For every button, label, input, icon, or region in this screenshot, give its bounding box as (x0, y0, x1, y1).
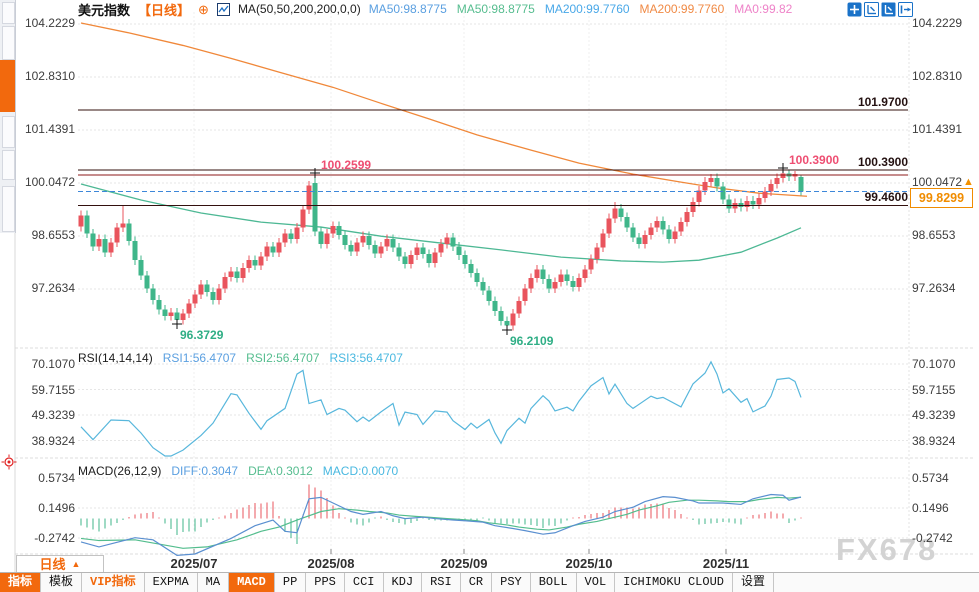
ma-readout: MA200:99.7760 (639, 2, 725, 16)
rsi-readout: RSI1:56.4707 (162, 351, 237, 365)
tab-pps[interactable]: PPS (306, 573, 345, 592)
y-axis-label: 104.2229 (24, 16, 75, 30)
y-axis-label: 102.8310 (912, 69, 963, 83)
period-label: 【日线】 (138, 2, 191, 18)
macd-axis-label: 0.5734 (912, 471, 949, 485)
price-up-arrow-icon: ▲ (963, 176, 974, 189)
tab-psy[interactable]: PSY (492, 573, 531, 592)
x-axis-label: 2025/10 (565, 556, 613, 571)
tab-ichimoku-cloud[interactable]: ICHIMOKU CLOUD (615, 573, 733, 592)
tab-vip指标[interactable]: VIP指标 (82, 573, 145, 592)
ma-settings-label: MA(50,50,200,200,0,0) (237, 2, 361, 16)
axis-zoom-icon[interactable] (864, 2, 879, 17)
tab-指标[interactable]: 指标 (0, 573, 42, 592)
ma-readout: MA0:99.82 (734, 2, 793, 16)
macd-readout: DEA:0.3012 (248, 464, 313, 478)
y-axis-label: 100.0472 (24, 175, 75, 189)
rsi-axis-label: 38.9324 (912, 433, 956, 448)
period-selector-label: 日线 (39, 557, 66, 572)
macd-title: MACD(26,12,9) (78, 464, 162, 478)
indicator-tab-bar: 指标 模板 VIP指标 EXPMA MA MACD PP PPS CCI KDJ RSI CR PSY B… (0, 572, 979, 592)
tab-kdj[interactable]: KDJ (384, 573, 423, 592)
y-axis-label: 104.2229 (912, 16, 963, 30)
macd-readout: DIFF:0.3047 (171, 464, 239, 478)
rsi-axis-label: 59.7155 (31, 382, 75, 397)
macd-axis-label: 0.1496 (38, 501, 75, 515)
x-axis-label: 2025/07 (170, 556, 218, 571)
rsi-axis-label: 59.7155 (912, 382, 956, 397)
chart-header: 美元指数 【日线】 ⊕ MA(50,50,200,200,0,0) MA50:9… (78, 1, 793, 18)
y-axis-label: 101.4391 (24, 122, 75, 136)
x-axis-label: 2025/09 (440, 556, 488, 571)
macd-pane-header: MACD(26,12,9) DIFF:0.3047 DEA:0.3012 MACD:… (78, 464, 398, 478)
y-axis-label: 97.2634 (912, 281, 956, 295)
popout-icon[interactable] (898, 2, 913, 17)
window-controls (847, 2, 913, 17)
rsi-axis-label: 38.9324 (31, 433, 75, 448)
y-axis-label: 98.6553 (912, 228, 956, 242)
rsi-readout: RSI3:56.4707 (329, 351, 403, 365)
tab-ma[interactable]: MA (198, 573, 230, 592)
symbol-title: 美元指数 (78, 2, 131, 18)
tab-模板[interactable]: 模板 (41, 573, 83, 592)
price-level-label: 99.4600 (864, 190, 908, 205)
price-level-label: 100.3900 (857, 154, 908, 169)
crosshair-tool-icon[interactable] (1, 454, 17, 475)
sidebar-active-item[interactable] (0, 60, 15, 112)
macd-axis-label: 0.1496 (912, 501, 949, 515)
ma-readout: MA50:98.8775 (368, 2, 447, 16)
rsi-axis-label: 70.1070 (912, 357, 956, 371)
price-annotation: 96.3729 (180, 327, 224, 342)
period-selector-button[interactable]: 日线 ▲ (16, 555, 104, 574)
rsi-pane-header: RSI(14,14,14) RSI1:56.4707 RSI2:56.4707 RS… (78, 351, 403, 365)
rsi-axis-label: 49.3239 (31, 408, 75, 422)
watermark: FX678 (836, 532, 938, 567)
tab-expma[interactable]: EXPMA (145, 573, 198, 592)
ma-readout: MA50:98.8775 (456, 2, 535, 16)
tab-rsi[interactable]: RSI (422, 573, 461, 592)
rsi-readout: RSI2:56.4707 (246, 351, 320, 365)
pan-icon[interactable] (847, 2, 862, 17)
tab-cci[interactable]: CCI (345, 573, 384, 592)
sidebar-item[interactable] (2, 150, 15, 180)
tab-macd[interactable]: MACD (229, 573, 275, 592)
y-axis-label: 102.8310 (24, 69, 75, 83)
tab-vol[interactable]: VOL (577, 573, 616, 592)
y-axis-label: 101.4391 (912, 122, 963, 136)
tab-cr[interactable]: CR (461, 573, 493, 592)
chevron-up-icon: ▲ (71, 559, 81, 569)
ma-readout: MA200:99.7760 (544, 2, 630, 16)
rsi-title: RSI(14,14,14) (78, 351, 153, 365)
rsi-axis-label: 49.3239 (912, 408, 956, 422)
tab-boll[interactable]: BOLL (531, 573, 577, 592)
x-axis-label: 2025/11 (702, 556, 750, 571)
tab-设置[interactable]: 设置 (733, 573, 774, 592)
y-axis-label: 97.2634 (31, 281, 75, 295)
sidebar-item[interactable] (2, 2, 15, 24)
macd-axis-label: -0.2742 (912, 531, 953, 545)
add-indicator-icon[interactable]: ⊕ (198, 1, 209, 17)
x-axis-label: 2025/08 (307, 556, 355, 571)
tab-pp[interactable]: PP (275, 573, 307, 592)
sidebar-item[interactable] (2, 26, 15, 60)
rsi-axis-label: 70.1070 (31, 357, 75, 371)
price-level-label: 101.9700 (857, 94, 908, 109)
price-annotation: 100.2599 (321, 157, 372, 172)
sidebar-item[interactable] (2, 186, 15, 232)
macd-axis-label: -0.2742 (34, 531, 75, 545)
y-axis-label: 100.0472 (912, 175, 963, 189)
y-axis-label: 98.6553 (31, 228, 75, 242)
current-price-tag: 99.8299 (910, 188, 973, 209)
left-sidebar (0, 0, 16, 233)
macd-readout: MACD:0.0070 (322, 464, 399, 478)
price-annotation: 100.3900 (789, 152, 840, 167)
price-annotation: 96.2109 (510, 334, 554, 349)
macd-axis-label: 0.5734 (38, 471, 75, 485)
sidebar-item[interactable] (2, 116, 15, 148)
axis-scale-icon[interactable] (881, 2, 896, 17)
chart-type-icon[interactable] (216, 2, 230, 16)
